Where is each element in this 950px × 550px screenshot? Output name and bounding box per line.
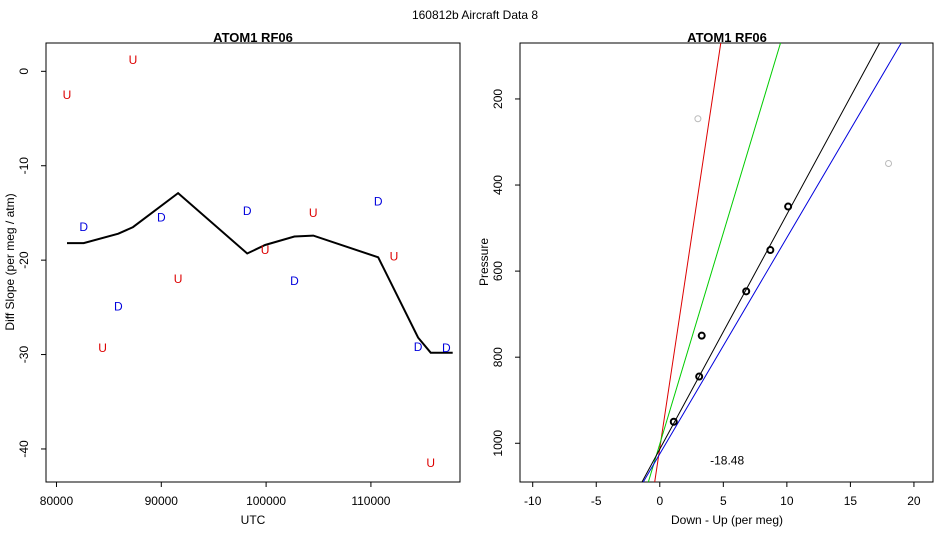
x-tick-label: 80000 bbox=[40, 494, 74, 508]
left-points: U U U U U U U U D D D D D D D D bbox=[63, 53, 451, 470]
up-point: U bbox=[390, 249, 399, 263]
profile-point bbox=[695, 372, 704, 381]
y-tick-label: 600 bbox=[491, 261, 505, 281]
x-tick-label: 0 bbox=[656, 494, 663, 508]
right-axis-ticks: -10 -5 0 5 10 15 20 200 400 600 800 1000 bbox=[491, 89, 921, 508]
x-tick-label: 5 bbox=[720, 494, 727, 508]
left-x-axis-label: UTC bbox=[241, 513, 266, 527]
y-tick-label: 0 bbox=[17, 68, 31, 75]
left-panel: ATOM1 RF06 UTC Diff Slope (per meg / atm… bbox=[3, 30, 461, 527]
x-tick-label: 10 bbox=[780, 494, 794, 508]
x-tick-label: -10 bbox=[524, 494, 542, 508]
y-tick-label: 1000 bbox=[491, 430, 505, 457]
y-tick-label: -10 bbox=[17, 157, 31, 175]
x-tick-label: 110000 bbox=[351, 494, 390, 508]
up-point: U bbox=[261, 243, 270, 257]
fit-line-red bbox=[654, 42, 722, 483]
right-x-axis-label: Down - Up (per meg) bbox=[671, 513, 783, 527]
fit-line-blue bbox=[642, 42, 902, 483]
right-points bbox=[669, 115, 893, 426]
down-point: D bbox=[374, 195, 383, 209]
left-smoothed-line bbox=[67, 191, 453, 354]
down-point: D bbox=[290, 274, 299, 288]
left-y-axis-label: Diff Slope (per meg / atm) bbox=[3, 193, 17, 330]
profile-point bbox=[742, 287, 751, 296]
up-point: U bbox=[63, 88, 72, 102]
excluded-point bbox=[885, 160, 893, 168]
down-point: D bbox=[414, 340, 423, 354]
down-point: D bbox=[243, 204, 252, 218]
right-slope-annotation: -18.48 bbox=[710, 453, 744, 467]
fit-line-green bbox=[647, 42, 781, 483]
fit-line-black bbox=[641, 42, 881, 483]
y-tick-label: 400 bbox=[491, 175, 505, 195]
up-point: U bbox=[174, 272, 183, 286]
down-point: D bbox=[79, 220, 88, 234]
left-plot-title: ATOM1 RF06 bbox=[213, 30, 293, 45]
down-point: D bbox=[442, 341, 451, 355]
x-tick-label: 15 bbox=[844, 494, 858, 508]
x-tick-label: 100000 bbox=[246, 494, 286, 508]
profile-point bbox=[669, 417, 678, 426]
figure-suptitle: 160812b Aircraft Data 8 bbox=[412, 8, 538, 22]
excluded-point bbox=[694, 115, 702, 123]
left-axis-ticks: 80000 90000 100000 110000 0 -10 -20 -30 -40 bbox=[17, 68, 391, 508]
left-plot-frame bbox=[45, 42, 461, 483]
y-tick-label: -40 bbox=[17, 440, 31, 458]
profile-point bbox=[766, 246, 775, 255]
up-point: U bbox=[426, 456, 435, 470]
right-plot-frame bbox=[519, 42, 934, 483]
y-tick-label: 800 bbox=[491, 347, 505, 367]
down-point: D bbox=[114, 299, 123, 313]
y-tick-label: -20 bbox=[17, 251, 31, 269]
up-point: U bbox=[309, 206, 318, 220]
right-y-axis-label: Pressure bbox=[477, 238, 491, 286]
x-tick-label: -5 bbox=[591, 494, 602, 508]
down-point: D bbox=[157, 211, 166, 225]
y-tick-label: -30 bbox=[17, 346, 31, 364]
x-tick-label: 20 bbox=[907, 494, 921, 508]
right-plot-title: ATOM1 RF06 bbox=[687, 30, 767, 45]
profile-point bbox=[697, 331, 706, 340]
x-tick-label: 90000 bbox=[145, 494, 179, 508]
profile-point bbox=[784, 202, 793, 211]
up-point: U bbox=[129, 53, 138, 67]
right-panel: ATOM1 RF06 Down - Up (per meg) Pressure … bbox=[477, 30, 934, 527]
y-tick-label: 200 bbox=[491, 89, 505, 109]
up-point: U bbox=[98, 341, 107, 355]
right-fit-lines bbox=[641, 42, 902, 483]
